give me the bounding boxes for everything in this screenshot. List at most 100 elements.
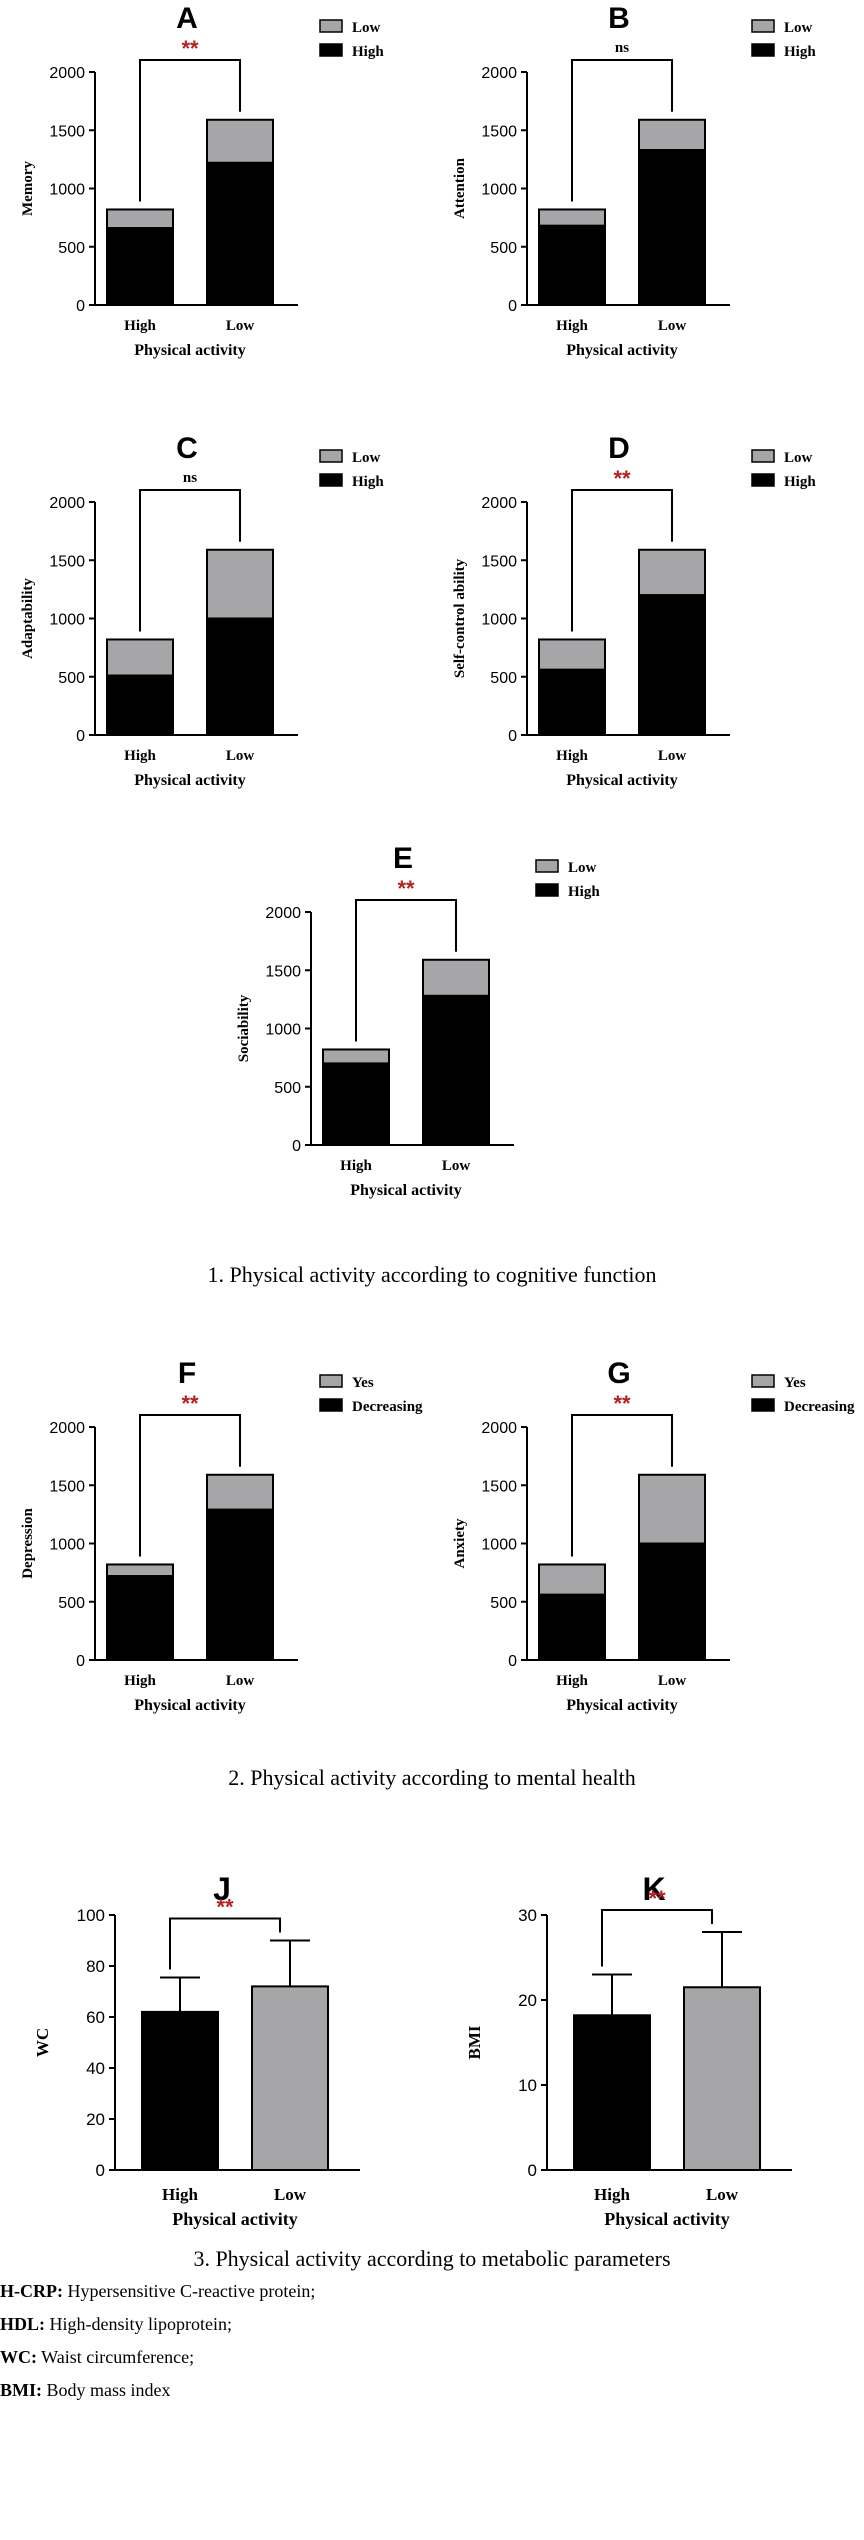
y-tick-label: 1500 xyxy=(49,553,85,570)
bar-segment-high-high xyxy=(322,1062,390,1146)
x-axis-label: Physical activity xyxy=(566,1697,678,1714)
y-tick-label: 0 xyxy=(76,1653,85,1670)
y-tick-label: 20 xyxy=(86,2110,105,2129)
bar-segment-low-low xyxy=(422,958,490,997)
panel-letter-J: J xyxy=(213,1871,231,1907)
legend-swatch-high xyxy=(751,43,775,57)
y-tick-label: 1000 xyxy=(265,1022,301,1039)
bar-segment-decreasing-high xyxy=(538,1593,606,1661)
x-tick-label-low: Low xyxy=(658,318,687,334)
y-tick-label: 80 xyxy=(86,1957,105,1976)
legend-swatch-low xyxy=(751,19,775,33)
y-tick-label: 1500 xyxy=(481,553,517,570)
legend-label-decreasing: Decreasing xyxy=(784,1399,855,1415)
x-tick-label-high: High xyxy=(162,2185,198,2204)
significance-bracket xyxy=(139,1414,241,1557)
legend-swatch-high xyxy=(319,473,343,487)
bar-segment-low-high xyxy=(538,638,606,671)
y-axis-label: Attention xyxy=(452,157,468,218)
chart-J: J 0 20 40 60 80 100 WC High Low Physical activity *… xyxy=(33,1871,360,2229)
y-tick-label: 2000 xyxy=(49,1420,85,1437)
y-axis-label: Anxiety xyxy=(452,1518,468,1568)
y-tick-label: 2000 xyxy=(481,65,517,82)
significance-bracket xyxy=(571,489,673,632)
chart-E: E 0 500 1000 1500 2000 Sociability High Low Physi… xyxy=(236,842,600,1199)
panel-letter-B: B xyxy=(608,2,630,35)
panel-letter-A: A xyxy=(176,2,198,35)
x-axis-label: Physical activity xyxy=(566,342,678,359)
bar-segment-decreasing-low xyxy=(638,1542,706,1661)
y-tick-label: 0 xyxy=(508,1653,517,1670)
y-tick-label: 40 xyxy=(86,2059,105,2078)
x-tick-label-high: High xyxy=(556,748,588,764)
significance-label: ** xyxy=(613,466,631,491)
x-tick-label-low: Low xyxy=(706,2185,739,2204)
y-tick-label: 2000 xyxy=(265,905,301,922)
significance-label: ** xyxy=(648,1886,666,1911)
chart-K: K 0 10 20 30 BMI High Low Physical activity ** xyxy=(465,1871,792,2229)
significance-bracket xyxy=(139,59,241,202)
bar-segment-low-high xyxy=(322,1048,390,1065)
bar-segment-high-low xyxy=(206,617,274,736)
legend-swatch-high xyxy=(751,473,775,487)
y-tick-label: 0 xyxy=(508,298,517,315)
x-axis-label: Physical activity xyxy=(134,342,246,359)
y-tick-label: 0 xyxy=(508,728,517,745)
y-tick-label: 0 xyxy=(528,2161,537,2180)
legend-label-yes: Yes xyxy=(352,1375,374,1391)
y-tick-label: 1000 xyxy=(49,1537,85,1554)
y-axis-label: Depression xyxy=(20,1508,36,1579)
bar-high xyxy=(573,2014,651,2171)
bar-segment-yes-high xyxy=(106,1563,174,1578)
y-tick-label: 500 xyxy=(490,240,517,257)
abbreviation-wc: WC: Waist circumference; xyxy=(0,2347,195,2367)
y-tick-label: 0 xyxy=(76,298,85,315)
bar-segment-yes-low xyxy=(638,1473,706,1545)
bar-segment-decreasing-low xyxy=(206,1508,274,1661)
bar-segment-high-low xyxy=(422,994,490,1146)
abbreviation-hcrp: H-CRP: Hypersensitive C-reactive protein… xyxy=(0,2281,316,2301)
panel-letter-C: C xyxy=(176,432,198,465)
significance-label: ** xyxy=(181,1391,199,1416)
legend-label-low: Low xyxy=(352,450,381,466)
caption-mental-health: 2. Physical activity according to mental… xyxy=(228,1765,636,1790)
significance-label: ** xyxy=(216,1895,234,1920)
chart-G: G 0 500 1000 1500 2000 Anxiety High Low Physical … xyxy=(452,1357,855,1714)
y-tick-label: 1500 xyxy=(265,963,301,980)
panel-letter-G: G xyxy=(607,1357,630,1390)
caption-metabolic: 3. Physical activity according to metabo… xyxy=(193,2246,671,2271)
abbreviation-hdl: HDL: High-density lipoprotein; xyxy=(0,2314,232,2334)
legend-swatch-yes xyxy=(319,1374,343,1388)
chart-B: B 0 500 1000 1500 2000 Attention High Low Physica… xyxy=(452,2,816,359)
bar-segment-yes-low xyxy=(206,1473,274,1511)
bar-segment-high-high xyxy=(538,668,606,736)
y-tick-label: 500 xyxy=(58,240,85,257)
significance-label: ns xyxy=(615,40,629,56)
legend-label-high: High xyxy=(352,44,384,60)
bar-segment-high-high xyxy=(106,227,174,306)
x-axis-label: Physical activity xyxy=(172,2209,297,2229)
y-tick-label: 2000 xyxy=(49,65,85,82)
bar-segment-decreasing-high xyxy=(106,1575,174,1661)
x-tick-label-low: Low xyxy=(226,318,255,334)
y-tick-label: 500 xyxy=(274,1080,301,1097)
x-axis-label: Physical activity xyxy=(350,1182,462,1199)
legend-swatch-low xyxy=(751,449,775,463)
y-tick-label: 500 xyxy=(490,1595,517,1612)
y-tick-label: 1000 xyxy=(481,1537,517,1554)
x-tick-label-high: High xyxy=(594,2185,630,2204)
y-tick-label: 2000 xyxy=(49,495,85,512)
bar-segment-low-high xyxy=(106,638,174,677)
chart-F: F 0 500 1000 1500 2000 Depression High Low Physic… xyxy=(20,1357,423,1714)
y-tick-label: 100 xyxy=(77,1906,105,1925)
legend-swatch-high xyxy=(535,883,559,897)
abbreviation-bmi: BMI: Body mass index xyxy=(0,2380,171,2400)
bar-segment-low-low xyxy=(638,548,706,597)
bar-high xyxy=(141,2010,219,2171)
x-axis-label: Physical activity xyxy=(604,2209,729,2229)
x-tick-label-high: High xyxy=(124,318,156,334)
y-tick-label: 1500 xyxy=(481,123,517,140)
x-tick-label-high: High xyxy=(556,318,588,334)
legend-swatch-yes xyxy=(751,1374,775,1388)
y-axis-label: Sociability xyxy=(236,994,252,1062)
